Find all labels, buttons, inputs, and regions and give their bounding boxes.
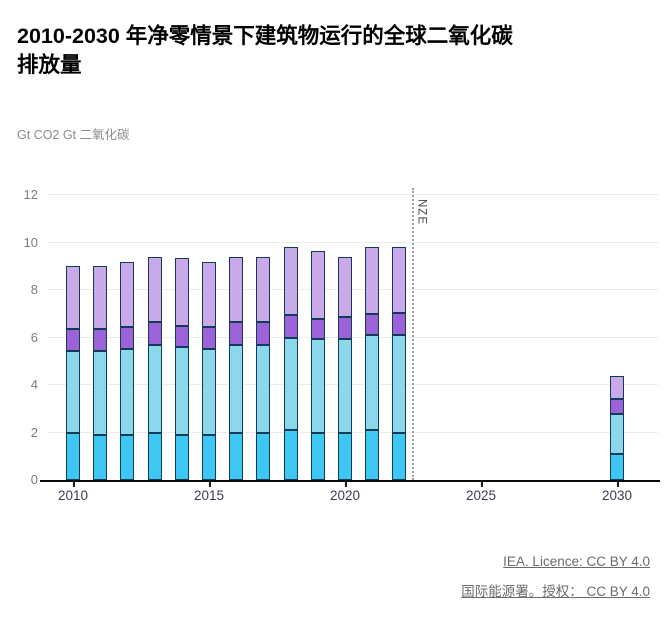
plot-area: NZE xyxy=(48,188,658,480)
bar-2015-segment-1-bright-blue[interactable] xyxy=(202,434,216,480)
bar-2012-segment-3-purple[interactable] xyxy=(120,326,135,350)
iea-licence-link-zh[interactable]: 国际能源署。授权： CC BY 4.0 xyxy=(461,584,650,599)
x-tick-2010 xyxy=(73,481,75,487)
x-tick-2015 xyxy=(209,481,211,487)
bar-2015-segment-2-light-cyan[interactable] xyxy=(202,349,216,435)
bar-2021-segment-4-lavender[interactable] xyxy=(365,247,380,314)
bar-2030-segment-1-bright-blue[interactable] xyxy=(610,453,624,480)
bar-2014-segment-2-light-cyan[interactable] xyxy=(174,347,189,435)
bar-2022-segment-2-light-cyan[interactable] xyxy=(392,335,407,433)
bar-2011-segment-3-purple[interactable] xyxy=(93,329,108,351)
bar-2011-segment-2-light-cyan[interactable] xyxy=(93,350,108,435)
bar-2016-segment-1-bright-blue[interactable] xyxy=(229,432,244,480)
bar-2013-segment-2-light-cyan[interactable] xyxy=(147,344,162,433)
licence-footer: IEA. Licence: CC BY 4.0 国际能源署。授权： CC BY … xyxy=(461,554,650,611)
y-tick-label-6: 6 xyxy=(30,329,38,345)
bar-2015-segment-3-purple[interactable] xyxy=(202,326,216,350)
bar-2012-segment-1-bright-blue[interactable] xyxy=(120,434,135,480)
x-tick-2025 xyxy=(481,481,483,487)
y-tick-label-0: 0 xyxy=(30,472,38,487)
bar-2014-segment-4-lavender[interactable] xyxy=(174,257,189,326)
y-tick-label-4: 4 xyxy=(30,377,38,392)
bar-2012-segment-2-light-cyan[interactable] xyxy=(120,349,135,435)
y-tick-label-2: 2 xyxy=(30,424,38,440)
bar-2020-segment-4-lavender[interactable] xyxy=(338,256,352,318)
bar-2011-segment-4-lavender[interactable] xyxy=(93,266,108,330)
bar-2018-segment-2-light-cyan[interactable] xyxy=(283,337,298,431)
bar-2022-segment-3-purple[interactable] xyxy=(392,312,407,336)
gridline-y-10 xyxy=(48,241,658,243)
gridline-y-4 xyxy=(48,384,658,385)
bar-2010-segment-1-bright-blue[interactable] xyxy=(66,432,80,480)
bar-2013-segment-3-purple[interactable] xyxy=(147,322,162,345)
bar-2016-segment-2-light-cyan[interactable] xyxy=(229,344,244,433)
bar-2018-segment-3-purple[interactable] xyxy=(283,314,298,338)
bar-2018-segment-4-lavender[interactable] xyxy=(283,247,298,315)
y-axis-unit-label: Gt CO2 Gt 二氧化碳 xyxy=(17,128,130,142)
bar-2019-segment-4-lavender[interactable] xyxy=(310,250,325,319)
y-tick-label-8: 8 xyxy=(30,282,38,297)
bar-2012-segment-4-lavender[interactable] xyxy=(120,261,135,327)
x-tick-2030 xyxy=(617,481,619,487)
bar-2014-segment-3-purple[interactable] xyxy=(174,325,189,347)
bar-2010-segment-3-purple[interactable] xyxy=(66,329,80,351)
gridline-y-8 xyxy=(48,289,658,290)
bar-2020-segment-1-bright-blue[interactable] xyxy=(338,432,352,480)
bar-2013-segment-1-bright-blue[interactable] xyxy=(147,432,162,480)
bar-2019-segment-3-purple[interactable] xyxy=(310,318,325,339)
gridline-y-12 xyxy=(48,194,658,195)
bar-2013-segment-4-lavender[interactable] xyxy=(147,256,162,323)
nze-scenario-label: NZE xyxy=(415,199,428,225)
bar-2022-segment-4-lavender[interactable] xyxy=(392,247,407,313)
x-tick-label-2030: 2030 xyxy=(601,488,633,503)
bar-2030-segment-2-light-cyan[interactable] xyxy=(610,413,624,454)
bar-2017-segment-4-lavender[interactable] xyxy=(256,256,271,323)
bar-2016-segment-4-lavender[interactable] xyxy=(229,256,244,323)
bar-2018-segment-1-bright-blue[interactable] xyxy=(283,430,298,480)
bar-2017-segment-1-bright-blue[interactable] xyxy=(256,432,271,480)
bar-2021-segment-3-purple[interactable] xyxy=(365,313,380,336)
x-tick-label-2015: 2015 xyxy=(193,488,225,503)
co2-emissions-chart: NZE 0 2 4 6 8 10 12 2010 2015 2020 2025 2030 xyxy=(23,187,660,503)
nze-scenario-divider-line xyxy=(411,188,414,480)
bar-2017-segment-2-light-cyan[interactable] xyxy=(256,344,271,433)
x-tick-label-2020: 2020 xyxy=(329,488,361,503)
gridline-y-6 xyxy=(48,336,658,338)
bar-2015-segment-4-lavender[interactable] xyxy=(202,261,216,327)
x-axis-line xyxy=(40,480,660,482)
bar-2020-segment-3-purple[interactable] xyxy=(338,317,352,339)
bar-2010-segment-4-lavender[interactable] xyxy=(66,266,80,330)
iea-licence-link[interactable]: IEA. Licence: CC BY 4.0 xyxy=(503,554,650,569)
bar-2010-segment-2-light-cyan[interactable] xyxy=(66,350,80,433)
bar-2030-segment-3-purple[interactable] xyxy=(610,399,624,414)
bar-2022-segment-1-bright-blue[interactable] xyxy=(392,432,407,480)
bar-2011-segment-1-bright-blue[interactable] xyxy=(93,434,108,480)
x-tick-label-2025: 2025 xyxy=(465,488,497,503)
bar-2017-segment-3-purple[interactable] xyxy=(256,322,271,345)
y-tick-label-12: 12 xyxy=(23,187,38,202)
bar-2014-segment-1-bright-blue[interactable] xyxy=(174,434,189,480)
y-tick-label-10: 10 xyxy=(23,234,38,250)
bar-2019-segment-1-bright-blue[interactable] xyxy=(310,432,325,480)
x-tick-2020 xyxy=(345,481,347,487)
x-tick-label-2010: 2010 xyxy=(57,488,89,503)
bar-2021-segment-1-bright-blue[interactable] xyxy=(365,430,380,480)
chart-title: 2010-2030 年净零情景下建筑物运行的全球二氧化碳排放量 xyxy=(17,24,513,77)
bar-2016-segment-3-purple[interactable] xyxy=(229,322,244,345)
bar-2019-segment-2-light-cyan[interactable] xyxy=(310,338,325,433)
bar-2021-segment-2-light-cyan[interactable] xyxy=(365,335,380,431)
gridline-y-2 xyxy=(48,431,658,433)
bar-2030-segment-4-lavender[interactable] xyxy=(610,375,624,400)
bar-2020-segment-2-light-cyan[interactable] xyxy=(338,338,352,433)
